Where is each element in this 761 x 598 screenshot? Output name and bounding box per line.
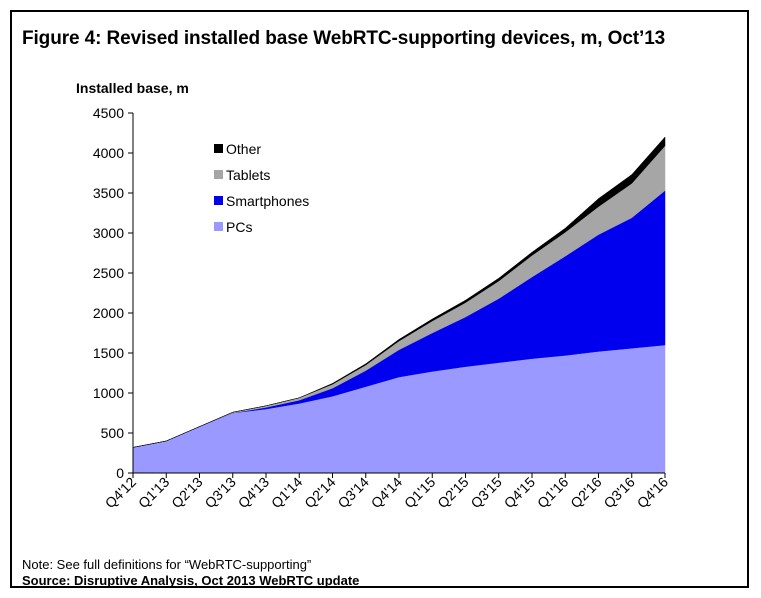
y-tick-label: 4500 (93, 105, 124, 121)
x-tick-label: Q4'15 (501, 474, 539, 512)
legend: Other Tablets Smartphones PCs (214, 141, 309, 235)
y-tick-label: 2500 (93, 265, 124, 281)
y-tick-label: 3000 (93, 225, 124, 241)
y-axis-label: Installed base, m (76, 80, 189, 96)
y-tick-label: 2000 (93, 305, 124, 321)
y-tick-label: 1000 (93, 385, 124, 401)
x-tick-label: Q1'15 (401, 474, 439, 512)
legend-label-other: Other (226, 141, 261, 157)
x-ticks: Q4'12Q1'13Q2'13Q3'13Q4'13Q1'14Q2'14Q3'14… (102, 473, 672, 512)
x-tick-label: Q2'15 (434, 474, 472, 512)
x-tick-label: Q2'16 (567, 474, 605, 512)
legend-swatch-pcs (214, 222, 223, 231)
y-tick-label: 3500 (93, 185, 124, 201)
x-tick-label: Q4'13 (235, 474, 273, 512)
legend-label-pcs: PCs (226, 219, 252, 235)
x-tick-label: Q4'14 (368, 474, 406, 512)
x-tick-label: Q1'13 (135, 474, 173, 512)
y-tick-label: 0 (116, 465, 124, 481)
legend-label-smartphones: Smartphones (226, 193, 309, 209)
source-line: Source: Disruptive Analysis, Oct 2013 We… (22, 573, 360, 588)
x-tick-label: Q4'16 (634, 474, 672, 512)
figure-title: Figure 4: Revised installed base WebRTC-… (22, 28, 666, 49)
y-tick-label: 1500 (93, 345, 124, 361)
x-tick-label: Q3'15 (467, 474, 505, 512)
x-tick-label: Q1'14 (268, 474, 306, 512)
x-tick-label: Q1'16 (534, 474, 572, 512)
x-tick-label: Q3'14 (334, 474, 372, 512)
area-other (132, 136, 666, 448)
x-tick-label: Q3'16 (600, 474, 638, 512)
y-tick-label: 4000 (93, 145, 124, 161)
y-tick-label: 500 (101, 425, 125, 441)
chart-areas (132, 136, 666, 474)
legend-swatch-other (214, 144, 223, 153)
x-tick-label: Q2'13 (168, 474, 206, 512)
legend-label-tablets: Tablets (226, 167, 270, 183)
x-tick-label: Q3'13 (201, 474, 239, 512)
footnote: Note: See full definitions for “WebRTC-s… (22, 557, 312, 572)
x-tick-label: Q2'14 (301, 474, 339, 512)
y-ticks: 0 500 1000 1500 2000 2500 3000 3500 4000 4500 (93, 105, 133, 481)
legend-swatch-tablets (214, 170, 223, 179)
legend-swatch-smartphones (214, 196, 223, 205)
